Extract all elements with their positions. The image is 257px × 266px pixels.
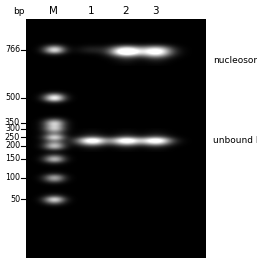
- Text: 250: 250: [5, 133, 20, 142]
- Text: 150: 150: [5, 154, 20, 163]
- Text: 2: 2: [122, 6, 129, 16]
- Text: 350: 350: [5, 118, 20, 127]
- Text: 50: 50: [10, 195, 20, 204]
- Text: M: M: [49, 6, 58, 16]
- Text: bp: bp: [13, 7, 24, 16]
- Text: 200: 200: [5, 141, 20, 150]
- Text: 1: 1: [88, 6, 95, 16]
- Text: 100: 100: [5, 173, 20, 182]
- Text: 500: 500: [5, 93, 20, 102]
- Text: nucleosome: nucleosome: [213, 56, 257, 65]
- Text: 3: 3: [152, 6, 159, 16]
- Text: unbound DNA: unbound DNA: [213, 136, 257, 145]
- Text: 766: 766: [5, 45, 20, 54]
- Text: 300: 300: [5, 124, 20, 133]
